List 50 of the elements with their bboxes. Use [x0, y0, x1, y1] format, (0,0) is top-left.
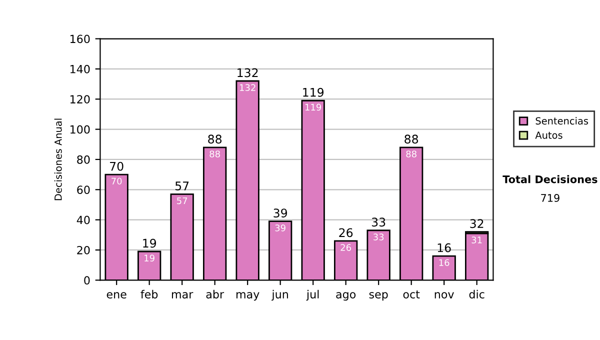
x-tick-label: may: [236, 292, 260, 301]
text: Total Decisiones: [502, 175, 598, 184]
total-label: 88: [208, 134, 222, 144]
x-tick-label: oct: [403, 290, 420, 298]
y-tick-label: 20: [77, 246, 90, 254]
total-label: 19: [143, 238, 156, 248]
legend-label: Autos: [535, 132, 562, 139]
y-tick-label: 100: [70, 125, 90, 134]
x-tick-label: jul: [306, 290, 319, 301]
data-label: 119: [305, 104, 322, 111]
x-tick-label: jun: [272, 290, 288, 301]
legend-label: Sentencias: [536, 117, 588, 125]
total-label: 26: [339, 228, 353, 238]
y-tick-label: 60: [77, 186, 90, 194]
total-label: 132: [238, 68, 258, 78]
y-axis-title: Decisiones Anual: [54, 118, 62, 200]
data-label: 39: [275, 224, 286, 232]
y-tick-label: 160: [70, 34, 90, 44]
y-tick-label: 40: [76, 216, 90, 224]
data-label: 26: [340, 244, 351, 251]
data-label: 88: [210, 150, 220, 158]
x-tick-label: abr: [206, 290, 224, 298]
y-tick-label: 0: [84, 276, 90, 285]
total-label: 33: [372, 218, 386, 227]
data-label: 57: [177, 197, 188, 204]
data-label: 16: [439, 259, 450, 266]
x-tick-label: feb: [140, 290, 158, 298]
data-label: 70: [112, 178, 122, 185]
total-label: 39: [274, 208, 288, 218]
total-label: 57: [175, 182, 189, 190]
x-tick-label: ene: [106, 292, 126, 298]
total-label: 70: [110, 162, 124, 171]
total-label: 16: [438, 243, 451, 252]
x-tick-label: sep: [369, 292, 388, 301]
text: 719: [541, 194, 560, 202]
total-label: 88: [404, 134, 418, 144]
total-label: 32: [470, 219, 484, 228]
data-label: 33: [374, 234, 384, 240]
data-label: 132: [240, 84, 256, 92]
y-tick-label: 140: [70, 64, 90, 74]
x-tick-label: dic: [469, 290, 484, 298]
y-tick-label: 80: [77, 155, 90, 164]
data-label: 31: [472, 236, 482, 244]
data-label: 19: [144, 254, 154, 262]
total-label: 119: [303, 88, 324, 97]
data-label: 88: [406, 150, 416, 158]
x-tick-label: mar: [172, 292, 194, 298]
y-tick-label: 120: [70, 95, 90, 104]
x-tick-label: ago: [336, 292, 356, 301]
x-tick-label: nov: [434, 292, 454, 298]
